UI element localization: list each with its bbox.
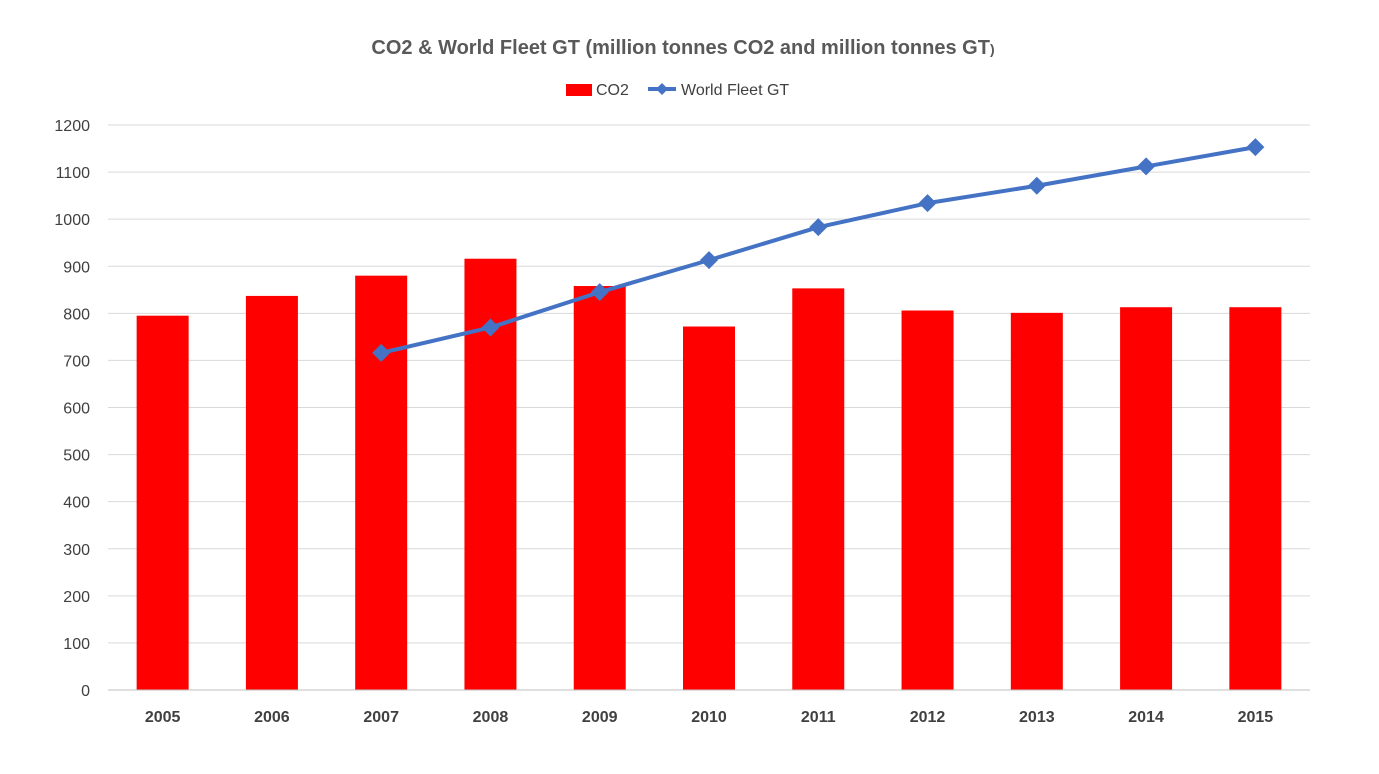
bar-co2-2007 (355, 275, 408, 690)
bar-co2-2006 (245, 295, 298, 690)
bar-co2-2011 (792, 288, 845, 690)
bar-co2-2015 (1229, 307, 1282, 690)
point-world-fleet-gt-2009 (590, 283, 609, 302)
y-tick-label: 900 (63, 259, 90, 276)
y-axis-labels: 0 100 200 300 400 500 600 700 800 900 1000 1100 1200 (54, 118, 90, 700)
y-tick-label: 500 (63, 448, 90, 465)
point-world-fleet-gt-2014 (1137, 157, 1156, 176)
y-tick-label: 1000 (54, 212, 90, 229)
x-tick-label: 2014 (1128, 709, 1164, 726)
x-tick-label: 2012 (910, 709, 946, 726)
point-world-fleet-gt-2013 (1027, 176, 1046, 195)
bar-co2-2005 (136, 315, 189, 690)
point-world-fleet-gt-2015 (1246, 138, 1265, 157)
y-tick-label: 1100 (56, 165, 91, 182)
y-tick-label: 400 (63, 495, 90, 512)
point-world-fleet-gt-2010 (700, 251, 718, 270)
point-world-fleet-gt-2012 (918, 194, 937, 213)
point-world-fleet-gt-2011 (809, 218, 828, 237)
x-tick-label: 2009 (582, 709, 618, 726)
bar-co2-2014 (1120, 307, 1173, 690)
x-tick-label: 2011 (801, 709, 836, 726)
chart-title: CO2 & World Fleet GT (million tonnes CO2… (371, 37, 994, 59)
co2-bars (136, 258, 1282, 690)
y-tick-label: 800 (63, 306, 90, 323)
legend-label-co2: CO2 (596, 82, 629, 99)
x-tick-label: 2015 (1238, 709, 1274, 726)
x-tick-label: 2005 (145, 709, 181, 726)
x-tick-label: 2008 (473, 709, 509, 726)
legend-marker-world-fleet-gt (656, 83, 668, 95)
chart-title-suffix: ) (990, 41, 995, 57)
bar-co2-2010 (683, 326, 735, 690)
point-world-fleet-gt-2008 (481, 318, 500, 337)
x-tick-label: 2006 (254, 709, 290, 726)
y-tick-label: 100 (63, 636, 90, 653)
y-tick-label: 600 (63, 401, 90, 418)
chart-title-main: CO2 & World Fleet GT (million tonnes CO2… (371, 37, 990, 59)
y-tick-label: 200 (63, 589, 90, 606)
bar-co2-2013 (1010, 312, 1063, 690)
y-tick-label: 300 (63, 542, 90, 559)
x-tick-label: 2013 (1019, 709, 1055, 726)
point-world-fleet-gt-2007 (372, 343, 391, 362)
world-fleet-gt-series (372, 138, 1265, 362)
x-tick-label: 2010 (691, 709, 727, 726)
bar-co2-2009 (573, 286, 626, 690)
x-axis-labels: 2005 2006 2007 2008 2009 2010 2011 2012 2013 2014… (145, 709, 1273, 726)
y-tick-label: 0 (81, 683, 90, 700)
bar-co2-2012 (901, 310, 954, 690)
y-tick-label: 1200 (54, 118, 90, 135)
legend-swatch-co2 (566, 84, 592, 96)
x-tick-label: 2007 (363, 709, 399, 726)
y-tick-label: 700 (63, 353, 90, 370)
legend: CO2 World Fleet GT (566, 82, 789, 99)
legend-label-world-fleet-gt: World Fleet GT (681, 82, 789, 99)
